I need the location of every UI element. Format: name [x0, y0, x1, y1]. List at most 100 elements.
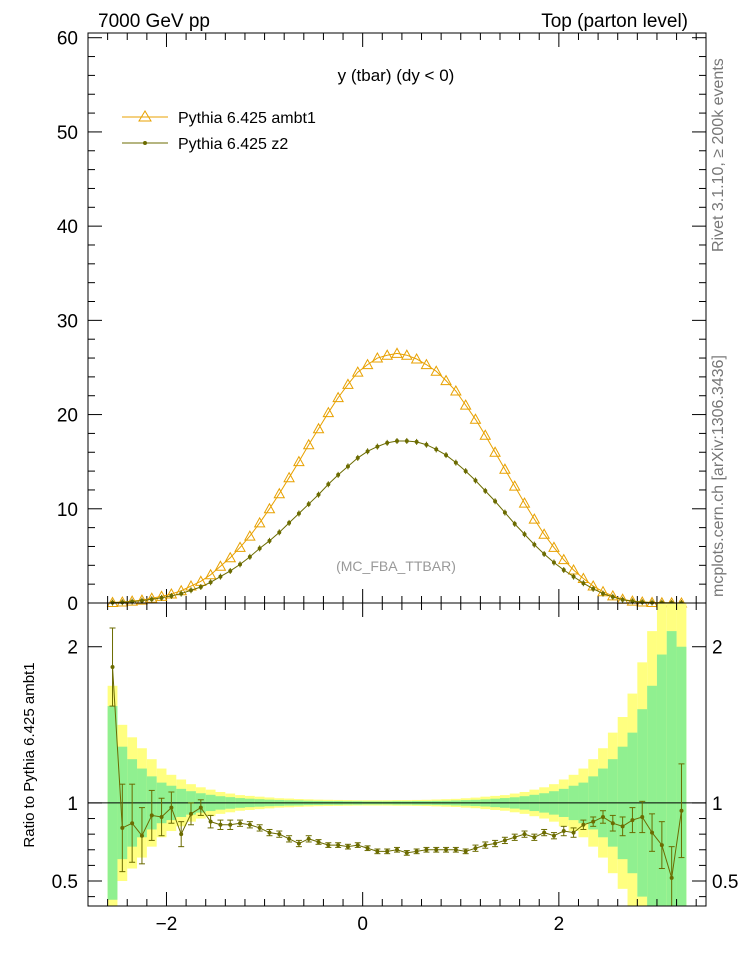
main-y-tick-label: 20 [57, 406, 78, 427]
z2-point [493, 499, 498, 504]
z2-point [601, 591, 605, 596]
ratio-point [385, 849, 390, 854]
ratio-x-tick-label: 2 [554, 914, 565, 935]
ratio-tick-labels: 0.5 0.5 1 1 2 2 −2 0 2 [52, 638, 739, 935]
z2-point [238, 562, 243, 567]
series-line-z2 [112, 440, 682, 604]
ratio-point [601, 814, 605, 819]
ambt1-point [342, 378, 354, 389]
z2-point [179, 591, 184, 596]
ratio-y-axis-label: Ratio to Pythia 6.425 ambt1 [21, 662, 38, 847]
ratio-point [463, 849, 468, 854]
z2-point [228, 568, 233, 573]
ambt1-point [361, 358, 374, 370]
ambt1-point [204, 568, 217, 580]
ratio-y-tick-label: 2 [67, 638, 78, 659]
ratio-y-tick-label-right: 0.5 [712, 872, 738, 893]
ratio-point [189, 811, 193, 816]
ambt1-point [469, 413, 482, 424]
z2-point [581, 581, 586, 586]
ratio-point [179, 832, 184, 837]
ratio-point [208, 819, 213, 824]
ambt1-point [253, 516, 266, 528]
ambt1-point [351, 366, 364, 377]
z2-point [640, 600, 645, 605]
ratio-point [120, 825, 125, 830]
ambt1-point [420, 358, 433, 370]
z2-point [139, 598, 144, 603]
ambt1-point [293, 455, 305, 467]
ratio-point [620, 824, 625, 829]
ratio-point [532, 835, 537, 840]
ratio-point [561, 829, 566, 834]
z2-point [522, 532, 527, 537]
ratio-point [130, 821, 135, 826]
header-process: Top (parton level) [541, 11, 688, 32]
z2-point [453, 460, 458, 465]
z2-point [365, 449, 370, 454]
z2-point [375, 444, 380, 449]
main-y-tick-label: 30 [57, 311, 78, 332]
band-green-bin [656, 654, 667, 906]
ratio-uncertainty-bands [107, 603, 687, 906]
ambt1-point [145, 592, 158, 603]
ratio-point [512, 835, 517, 840]
ambt1-point [214, 560, 227, 571]
ambt1-point [499, 463, 511, 474]
z2-point [257, 546, 262, 551]
ambt1-point [557, 553, 570, 565]
ambt1-point [489, 446, 501, 457]
z2-point [159, 595, 164, 600]
rivet-version-label: Rivet 3.1.10, ≥ 200k events [710, 58, 727, 252]
ratio-point [365, 846, 370, 851]
z2-point [424, 442, 429, 447]
z2-point [434, 447, 439, 452]
ratio-point [444, 847, 449, 852]
ratio-point [483, 843, 488, 848]
z2-point [404, 438, 409, 443]
ratio-point [247, 822, 252, 827]
series-line-ambt1 [112, 352, 682, 604]
main-y-tick-label: 60 [57, 29, 78, 50]
ratio-point [345, 844, 350, 849]
z2-point [542, 552, 547, 557]
ratio-point [424, 847, 429, 852]
band-green-bin [666, 631, 677, 906]
ambt1-point [224, 551, 237, 563]
ratio-point [198, 805, 203, 810]
ratio-y-tick-label: 1 [67, 794, 78, 815]
ratio-point [493, 841, 498, 846]
ambt1-point [126, 595, 138, 606]
z2-point [591, 586, 596, 591]
z2-point [630, 599, 635, 604]
z2-point [444, 453, 449, 458]
z2-point [267, 538, 272, 543]
plot-title: y (tbar) (dy < 0) [338, 66, 455, 85]
ratio-point [395, 847, 399, 852]
ratio-point [287, 836, 292, 841]
ambt1-point [136, 594, 148, 605]
ambt1-point [312, 422, 325, 434]
z2-point [532, 542, 537, 547]
z2-point [502, 510, 507, 515]
z2-point [336, 472, 341, 477]
z2-point [198, 584, 203, 589]
legend-label-z2: Pythia 6.425 z2 [178, 136, 288, 153]
legend-marker-z2 [143, 141, 147, 145]
ambt1-point [371, 352, 384, 363]
ambt1-point [518, 497, 531, 508]
ratio-point [306, 836, 311, 841]
z2-point [395, 438, 399, 443]
ratio-point [316, 839, 321, 844]
ratio-plot-frame [87, 602, 707, 907]
legend: Pythia 6.425 ambt1 Pythia 6.425 z2 [122, 110, 316, 153]
main-y-tick-label: 0 [67, 594, 78, 615]
z2-point [512, 521, 517, 526]
ratio-y-tick-label: 0.5 [52, 872, 78, 893]
band-green-bin [647, 685, 657, 906]
z2-point [473, 478, 478, 483]
main-y-tick-label: 10 [57, 500, 78, 521]
z2-point [345, 464, 350, 469]
ratio-point [669, 875, 674, 880]
ratio-point [267, 830, 272, 835]
